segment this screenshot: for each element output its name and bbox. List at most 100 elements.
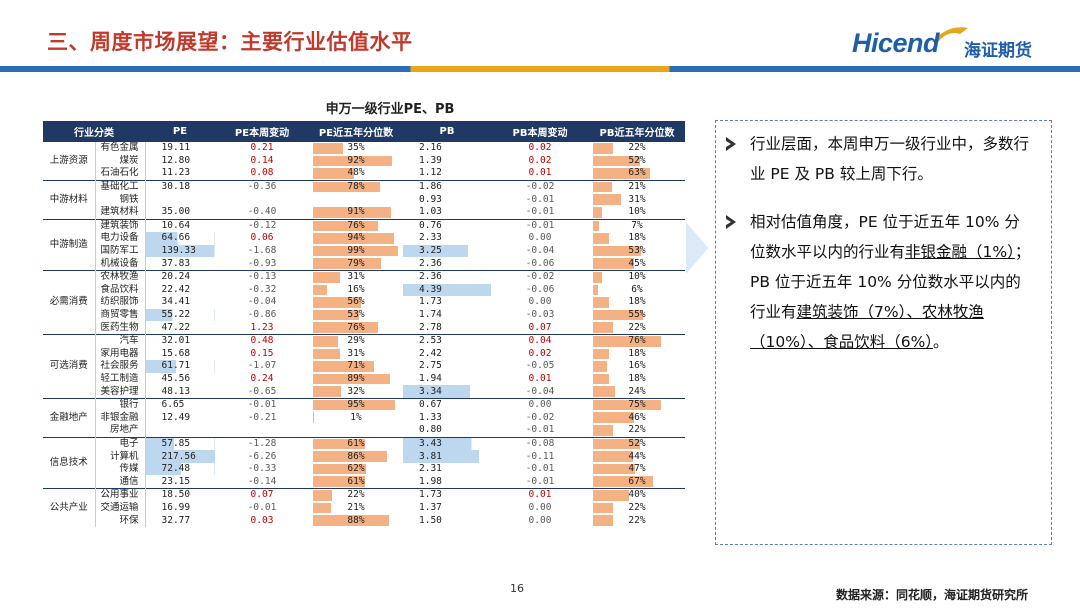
pe-percentile-bar	[313, 490, 332, 501]
pb-change-value: 0.01	[528, 167, 552, 179]
pb-value: 1.86	[403, 179, 491, 194]
group-label: 中游制造	[43, 218, 96, 271]
pe-percentile-bar	[313, 361, 375, 372]
pb-value: 2.75	[419, 360, 442, 372]
pb-percentile-label: 75%	[628, 399, 646, 411]
pe-percentile-label: 86%	[347, 450, 365, 462]
pe-percentile-bar	[313, 335, 338, 347]
decorative-arrow-shape	[686, 222, 708, 274]
pb-percentile-label: 22%	[628, 142, 646, 154]
table-row: 非银金融 12.49 -0.21 1% 1.33 -0.02 46%	[43, 411, 685, 425]
pe-percentile-cell: 21%	[309, 502, 403, 515]
pe-percentile-label: 78%	[347, 181, 365, 193]
pe-percentile-label: 71%	[347, 360, 365, 372]
table-row: 计算机 217.56 -6.26 86% 3.81 -0.11 44%	[43, 450, 685, 463]
pe-percentile-bar	[313, 373, 390, 385]
pb-change-value: -0.02	[491, 179, 589, 194]
industry-name: 交通运输	[95, 501, 146, 515]
industry-name: 计算机	[95, 450, 146, 463]
pe-percentile-cell: 31%	[309, 269, 403, 284]
pe-change-value: -0.04	[247, 296, 277, 308]
pb-value: 1.33	[419, 411, 442, 423]
pb-percentile-bar	[593, 245, 641, 257]
pe-percentile-cell: 62%	[309, 463, 403, 476]
pe-percentile-cell: 56%	[309, 296, 403, 309]
pb-change-value: -0.06	[525, 283, 555, 295]
pe-change-value: -0.40	[247, 206, 277, 218]
table-row: 公共产业 公用事业 18.50 0.07 22% 1.73 0.01 40%	[43, 488, 685, 527]
pb-change-value: -0.01	[525, 424, 555, 436]
table-row: 食品饮料 22.42 -0.32 16% 4.39 -0.06 6%	[43, 283, 685, 297]
pb-value: 1.74	[419, 309, 442, 321]
table-row: 国防军工 139.33 -1.68 99% 3.25 -0.04 53%	[43, 244, 685, 258]
pe-value: 15.68	[161, 347, 191, 359]
industry-name: 钢铁	[95, 193, 146, 206]
pe-percentile-label: 31%	[347, 347, 365, 359]
pb-percentile-label: 22%	[628, 501, 646, 513]
col-header-pe-percentile: PE近五年分位数	[309, 121, 403, 142]
pb-percentile-label: 31%	[628, 193, 646, 205]
pe-percentile-cell: 71%	[309, 360, 403, 373]
pe-percentile-bar	[313, 476, 366, 488]
pe-percentile-cell: 32%	[309, 385, 403, 398]
table-row: 上游资源 有色金属 19.11 0.21 35% 2.16 0.02 22%	[43, 142, 685, 181]
commentary-panel: 行业层面，本周申万一级行业中，多数行业 PE 及 PB 较上周下行。 相对估值角…	[715, 120, 1052, 545]
industry-name: 社会服务	[95, 360, 146, 373]
pe-percentile-cell: 29%	[309, 333, 403, 348]
pb-value: 2.33	[419, 232, 442, 244]
pb-change-value: -0.04	[525, 245, 555, 257]
pe-value: 72.48	[145, 462, 215, 476]
arrow-bullet-icon	[726, 215, 736, 229]
table-row: 医药生物 47.22 1.23 76% 2.78 0.07 22%	[43, 321, 685, 335]
pe-percentile-cell: 31%	[309, 348, 403, 361]
pb-value: 1.73	[419, 296, 442, 308]
pe-percentile-label: 79%	[347, 257, 365, 269]
group-label: 金融地产	[43, 397, 96, 438]
industry-name: 机械设备	[95, 257, 146, 271]
pe-value: 35.00	[161, 206, 191, 218]
pb-percentile-cell: 52%	[589, 155, 685, 168]
pb-value: 1.73	[403, 488, 491, 502]
pb-percentile-label: 7%	[631, 219, 643, 231]
pb-percentile-bar	[593, 515, 613, 526]
pb-percentile-bar	[593, 233, 610, 244]
group-label: 必需消费	[43, 269, 96, 335]
pb-change-value: 0.00	[491, 397, 589, 412]
group-label: 信息技术	[43, 436, 96, 489]
pb-change-value: -0.02	[525, 411, 555, 423]
pb-percentile-label: 46%	[628, 411, 646, 423]
pe-percentile-label: 92%	[347, 154, 365, 166]
pb-percentile-label: 21%	[628, 181, 646, 193]
pb-change-value: -0.11	[525, 450, 555, 462]
pb-percentile-label: 10%	[628, 271, 646, 283]
arrow-bullet-icon	[726, 137, 736, 151]
pb-percentile-cell: 10%	[589, 206, 685, 219]
pb-percentile-bar	[593, 284, 599, 296]
pe-change-value: -0.14	[247, 475, 277, 487]
pb-percentile-bar	[593, 309, 643, 321]
table-row: 家用电器 15.68 0.15 31% 2.42 0.02 18%	[43, 347, 685, 361]
industry-name: 基础化工	[95, 179, 146, 194]
industry-name: 石油石化	[95, 167, 146, 181]
pb-value: 2.78	[419, 321, 442, 333]
pb-percentile-cell: 45%	[589, 257, 685, 270]
pe-percentile-label: 22%	[347, 489, 365, 501]
pe-percentile-cell: 53%	[309, 309, 403, 322]
pe-value: 6.65	[145, 397, 215, 412]
pe-percentile-bar	[313, 245, 399, 257]
pb-percentile-cell: 63%	[589, 167, 685, 180]
pb-percentile-bar	[593, 258, 634, 269]
col-header-pb: PB	[403, 121, 491, 142]
pb-percentile-cell: 53%	[589, 245, 685, 258]
table-row: 石油石化 11.23 0.08 48% 1.12 0.01 63%	[43, 167, 685, 181]
pe-percentile-label: 56%	[347, 296, 365, 308]
pe-percentile-cell: 78%	[309, 179, 403, 194]
table-row: 必需消费 农林牧渔 20.24 -0.13 31% 2.36 -0.02 10%	[43, 269, 685, 335]
highlight-pb-industries: 建筑装饰（7%）、农林牧渔（10%）、食品饮料（6%）	[750, 303, 984, 351]
pb-percentile-cell: 22%	[589, 514, 685, 527]
pb-percentile-label: 16%	[628, 360, 646, 372]
industry-name: 建筑材料	[95, 205, 146, 220]
industry-name: 传媒	[95, 462, 146, 476]
bullet-text-1: 行业层面，本周申万一级行业中，多数行业 PE 及 PB 较上周下行。	[750, 135, 1030, 183]
pb-value: 1.94	[419, 372, 442, 384]
